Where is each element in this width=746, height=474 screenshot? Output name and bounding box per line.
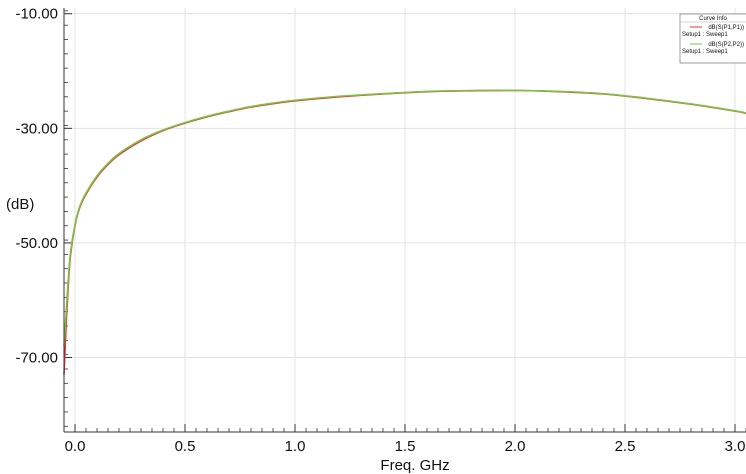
x-tick-label: 0.0 [65, 438, 86, 455]
x-tick-label: 3.0 [725, 438, 746, 455]
legend: Curve Info dB(S(P1,P1))Setup1 : Sweep1dB… [679, 13, 746, 64]
axes [63, 8, 746, 433]
series-line-2 [63, 89, 746, 347]
minor-ticks [63, 10, 746, 432]
y-tick-label: -30.00 [15, 120, 58, 137]
x-axis-title: Freq. GHz [380, 457, 449, 474]
x-tick-label: 1.0 [285, 438, 306, 455]
x-tick-label: 0.5 [175, 438, 196, 455]
legend-entry-name: dB(S(P2,P2)) [708, 42, 744, 48]
legend-entry-setup: Setup1 : Sweep1 [682, 32, 728, 38]
legend-entry-name: dB(S(P1,P1)) [708, 25, 744, 31]
x-tick-label: 2.0 [505, 438, 526, 455]
tick-labels: 0.0 0.5 1.0 1.5 2.0 2.5 3.0 -10.00 -30.00 -50.00 -… [15, 6, 745, 455]
y-tick-label: -70.00 [15, 350, 58, 367]
series-layer [63, 89, 746, 375]
x-tick-label: 1.5 [395, 438, 416, 455]
y-tick-label: -10.00 [15, 6, 58, 23]
x-tick-label: 2.5 [615, 438, 636, 455]
y-tick-label: -50.00 [15, 235, 58, 252]
grid [64, 8, 746, 432]
legend-entry-setup: Setup1 : Sweep1 [682, 49, 728, 55]
y-axis-title: (dB) [6, 196, 34, 213]
legend-title: Curve Info [699, 16, 727, 22]
